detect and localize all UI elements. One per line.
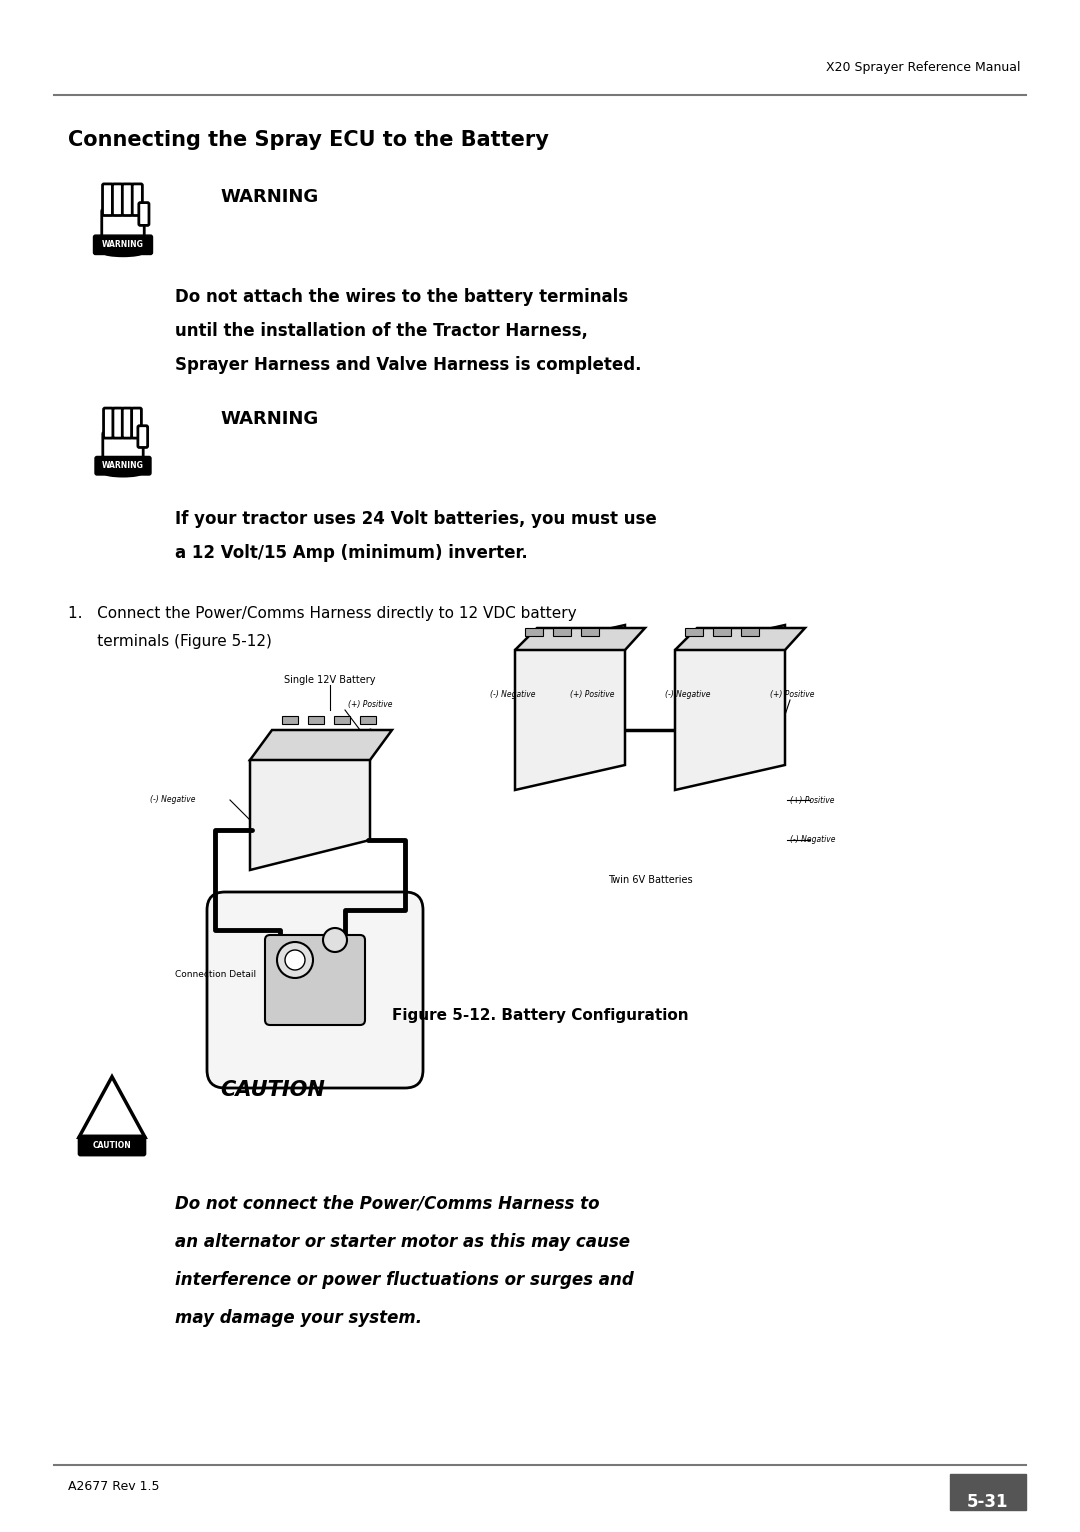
Text: Single 12V Battery: Single 12V Battery <box>284 676 376 685</box>
Text: 5-31: 5-31 <box>968 1494 1009 1511</box>
Text: an alternator or starter motor as this may cause: an alternator or starter motor as this m… <box>175 1233 630 1252</box>
FancyBboxPatch shape <box>95 457 151 475</box>
FancyBboxPatch shape <box>265 935 365 1025</box>
Text: Twin 6V Batteries: Twin 6V Batteries <box>608 875 692 885</box>
Polygon shape <box>249 731 392 760</box>
Text: (-) Negative: (-) Negative <box>665 689 711 699</box>
FancyBboxPatch shape <box>741 628 759 636</box>
Text: (-) Negative: (-) Negative <box>150 795 195 804</box>
FancyBboxPatch shape <box>308 715 324 725</box>
Text: 1.   Connect the Power/Comms Harness directly to 12 VDC battery: 1. Connect the Power/Comms Harness direc… <box>68 607 577 620</box>
Text: WARNING: WARNING <box>103 241 144 250</box>
Text: (+) Positive: (+) Positive <box>348 700 392 709</box>
Text: terminals (Figure 5-12): terminals (Figure 5-12) <box>68 634 272 650</box>
Circle shape <box>276 942 313 977</box>
Text: may damage your system.: may damage your system. <box>175 1308 422 1327</box>
FancyBboxPatch shape <box>138 426 148 447</box>
FancyBboxPatch shape <box>113 408 123 438</box>
Text: WARNING: WARNING <box>220 411 319 427</box>
FancyBboxPatch shape <box>94 234 152 254</box>
Text: Sprayer Harness and Valve Harness is completed.: Sprayer Harness and Valve Harness is com… <box>175 355 642 374</box>
Text: CAUTION: CAUTION <box>93 1141 132 1151</box>
Text: Do not attach the wires to the battery terminals: Do not attach the wires to the battery t… <box>175 288 629 306</box>
FancyBboxPatch shape <box>553 628 571 636</box>
FancyBboxPatch shape <box>103 432 144 463</box>
FancyBboxPatch shape <box>525 628 543 636</box>
FancyBboxPatch shape <box>360 715 376 725</box>
Text: Connection Detail: Connection Detail <box>175 970 256 979</box>
Text: X20 Sprayer Reference Manual: X20 Sprayer Reference Manual <box>825 61 1020 75</box>
FancyBboxPatch shape <box>79 1135 146 1155</box>
FancyBboxPatch shape <box>950 1474 1026 1511</box>
Text: (-) Negative: (-) Negative <box>490 689 536 699</box>
FancyBboxPatch shape <box>334 715 350 725</box>
Circle shape <box>285 950 305 970</box>
FancyBboxPatch shape <box>122 408 132 438</box>
FancyBboxPatch shape <box>132 408 141 438</box>
FancyBboxPatch shape <box>685 628 703 636</box>
Text: until the installation of the Tractor Harness,: until the installation of the Tractor Ha… <box>175 322 588 340</box>
Text: (+) Positive: (+) Positive <box>570 689 615 699</box>
FancyBboxPatch shape <box>103 184 112 216</box>
FancyBboxPatch shape <box>104 408 113 438</box>
Text: (-) Negative: (-) Negative <box>789 835 836 844</box>
Polygon shape <box>79 1077 145 1137</box>
FancyBboxPatch shape <box>713 628 731 636</box>
Polygon shape <box>675 628 805 650</box>
FancyBboxPatch shape <box>139 202 149 225</box>
Text: a 12 Volt/15 Amp (minimum) inverter.: a 12 Volt/15 Amp (minimum) inverter. <box>175 544 528 562</box>
Text: Connecting the Spray ECU to the Battery: Connecting the Spray ECU to the Battery <box>68 130 549 150</box>
Polygon shape <box>515 625 625 791</box>
FancyBboxPatch shape <box>122 184 133 216</box>
Text: Figure 5-12. Battery Configuration: Figure 5-12. Battery Configuration <box>392 1008 688 1023</box>
FancyBboxPatch shape <box>581 628 599 636</box>
Polygon shape <box>675 625 785 791</box>
FancyBboxPatch shape <box>282 715 298 725</box>
Polygon shape <box>249 731 370 870</box>
Text: A2677 Rev 1.5: A2677 Rev 1.5 <box>68 1480 160 1494</box>
Polygon shape <box>515 628 645 650</box>
FancyBboxPatch shape <box>112 184 122 216</box>
Text: WARNING: WARNING <box>103 461 144 470</box>
Text: CAUTION: CAUTION <box>220 1080 325 1100</box>
Text: (+) Positive: (+) Positive <box>789 795 835 804</box>
FancyBboxPatch shape <box>102 210 145 241</box>
FancyBboxPatch shape <box>132 184 143 216</box>
FancyBboxPatch shape <box>207 892 423 1088</box>
Text: Do not connect the Power/Comms Harness to: Do not connect the Power/Comms Harness t… <box>175 1195 599 1213</box>
Text: WARNING: WARNING <box>220 188 319 205</box>
Text: If your tractor uses 24 Volt batteries, you must use: If your tractor uses 24 Volt batteries, … <box>175 510 657 529</box>
Text: (+) Positive: (+) Positive <box>770 689 814 699</box>
Text: interference or power fluctuations or surges and: interference or power fluctuations or su… <box>175 1272 634 1288</box>
Circle shape <box>323 928 347 951</box>
